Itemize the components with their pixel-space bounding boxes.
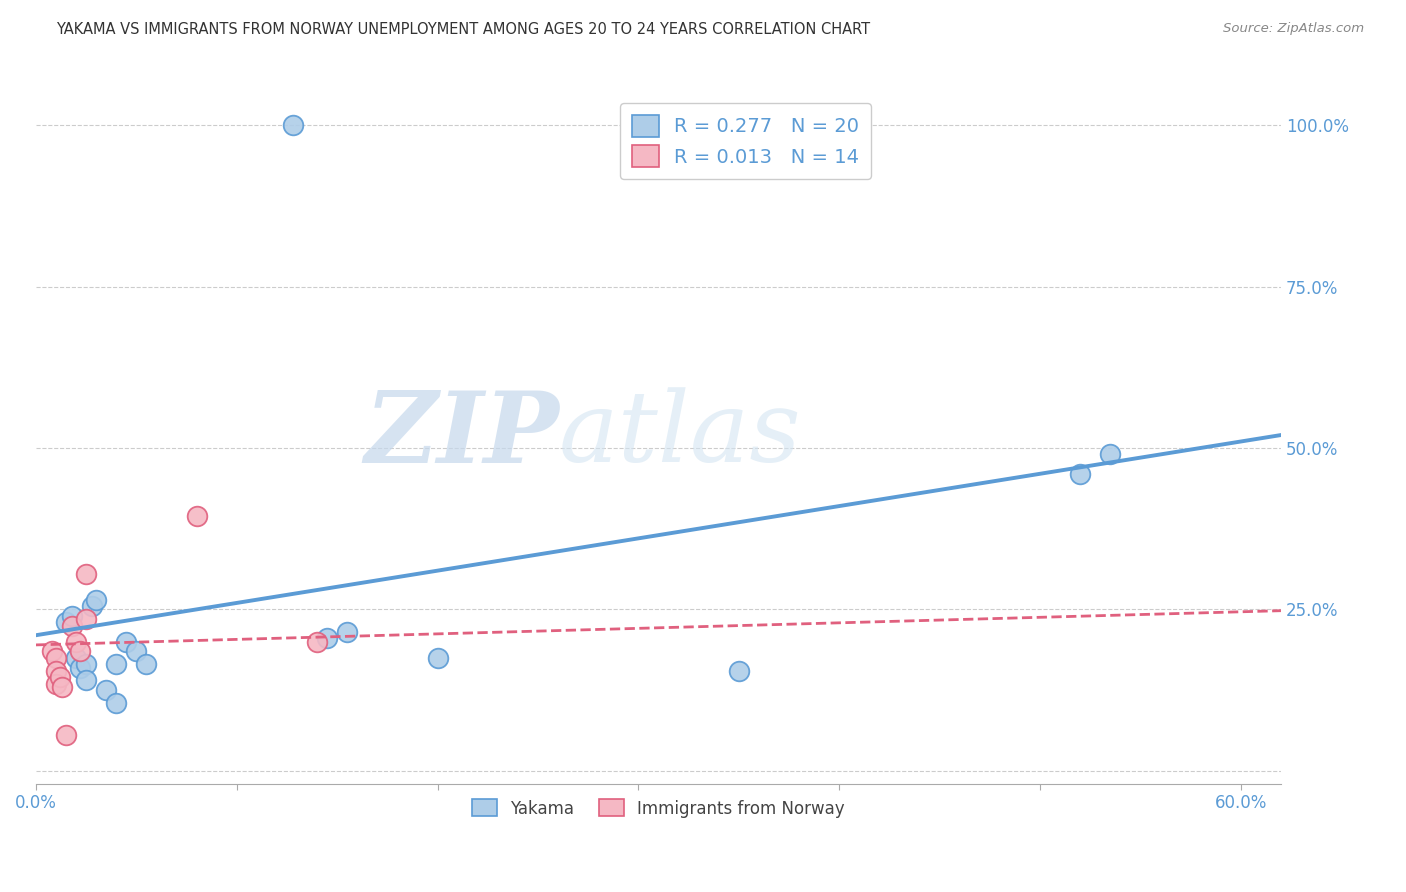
Point <box>1099 447 1122 461</box>
Legend: Yakama, Immigrants from Norway: Yakama, Immigrants from Norway <box>465 793 852 824</box>
Point <box>105 696 128 710</box>
Point <box>336 625 359 640</box>
Point <box>75 673 97 688</box>
Point <box>96 683 118 698</box>
Point <box>125 644 148 658</box>
Point <box>60 608 83 623</box>
Point <box>307 634 329 648</box>
Point <box>82 599 104 614</box>
Point <box>281 118 304 132</box>
Point <box>75 566 97 581</box>
Point <box>65 634 87 648</box>
Point <box>65 650 87 665</box>
Point <box>60 618 83 632</box>
Point <box>1069 467 1091 481</box>
Text: YAKAMA VS IMMIGRANTS FROM NORWAY UNEMPLOYMENT AMONG AGES 20 TO 24 YEARS CORRELAT: YAKAMA VS IMMIGRANTS FROM NORWAY UNEMPLO… <box>56 22 870 37</box>
Point <box>186 508 208 523</box>
Point <box>75 612 97 626</box>
Point <box>316 632 339 646</box>
Point <box>49 670 72 684</box>
Text: atlas: atlas <box>558 387 801 483</box>
Point <box>51 680 73 694</box>
Point <box>426 650 449 665</box>
Point <box>135 657 157 672</box>
Point <box>41 644 63 658</box>
Point <box>75 657 97 672</box>
Point <box>84 592 107 607</box>
Point <box>69 644 91 658</box>
Point <box>55 728 77 742</box>
Point <box>45 650 67 665</box>
Point <box>105 657 128 672</box>
Point <box>727 664 749 678</box>
Point <box>45 664 67 678</box>
Point <box>55 615 77 630</box>
Text: ZIP: ZIP <box>364 387 558 483</box>
Point <box>115 634 138 648</box>
Point <box>45 676 67 690</box>
Point <box>69 660 91 674</box>
Text: Source: ZipAtlas.com: Source: ZipAtlas.com <box>1223 22 1364 36</box>
